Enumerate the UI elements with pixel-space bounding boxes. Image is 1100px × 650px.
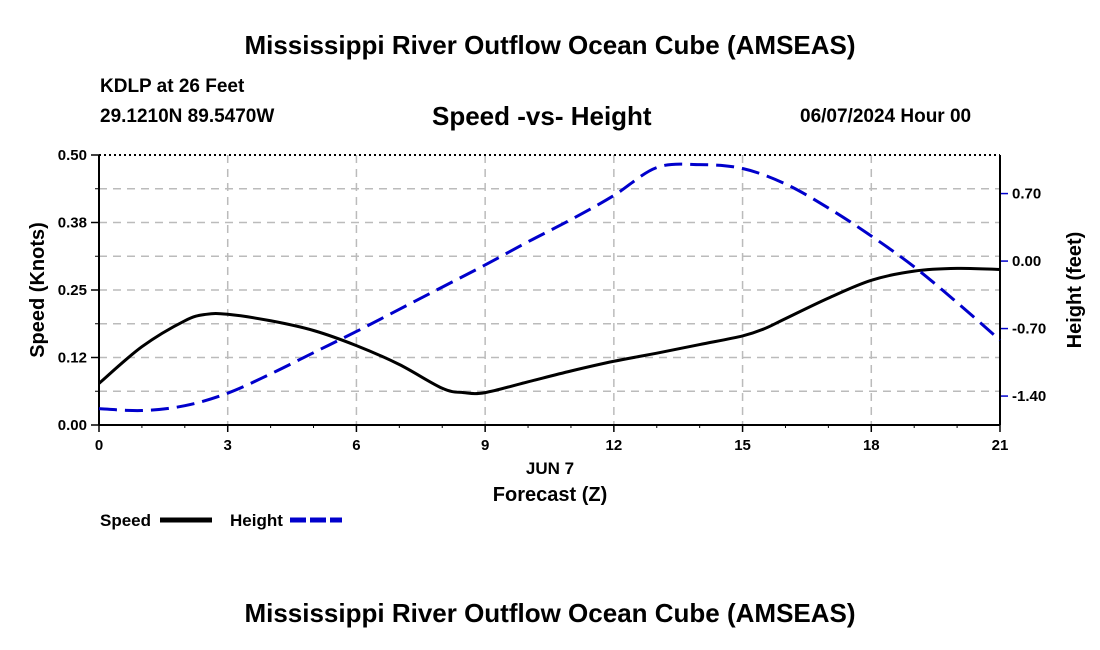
coordinates-label: 29.1210N 89.5470W [100,106,275,127]
y-left-tick-label: 0.00 [58,417,87,434]
y-right-tick-label: -0.70 [1012,321,1046,338]
x-tick-label: 15 [734,437,751,454]
x-tick-label: 21 [992,437,1009,454]
y-left-axis-title: Speed (Knots) [27,222,49,358]
x-date-label: JUN 7 [526,459,574,478]
x-tick-label: 0 [95,437,103,454]
x-axis-title: Forecast (Z) [493,484,607,506]
legend: Speed Height [100,511,342,530]
y-left-tick-label: 0.50 [58,147,87,164]
legend-height-label: Height [230,511,283,530]
y-right-axis-title: Height (feet) [1064,232,1086,349]
y-right-tick-label: 0.70 [1012,186,1041,203]
grid [99,155,1000,425]
y-left-tick-label: 0.25 [58,282,87,299]
series-line-height [98,162,1001,413]
x-tick-label: 6 [352,437,360,454]
x-tick-label: 12 [606,437,623,454]
axes: 0 3 6 9 12 15 18 21 0.00 0.12 0.25 0.38 0.50 -1.40 -0.… [58,147,1046,454]
x-tick-label: 9 [481,437,489,454]
y-left-tick-label: 0.12 [58,350,87,367]
x-tick-label: 3 [224,437,232,454]
series-line-speed [98,266,1001,396]
station-label: KDLP at 26 Feet [100,76,245,97]
y-right-tick-label: 0.00 [1012,253,1041,270]
legend-speed-label: Speed [100,511,151,530]
x-tick-label: 18 [863,437,880,454]
y-left-tick-label: 0.38 [58,215,87,232]
series [98,162,1001,413]
y-right-tick-label: -1.40 [1012,388,1046,405]
footer-title: Mississippi River Outflow Ocean Cube (AM… [244,598,856,628]
forecast-datetime: 06/07/2024 Hour 00 [800,106,972,127]
page-title: Mississippi River Outflow Ocean Cube (AM… [244,30,856,60]
chart-title: Speed -vs- Height [432,101,652,131]
